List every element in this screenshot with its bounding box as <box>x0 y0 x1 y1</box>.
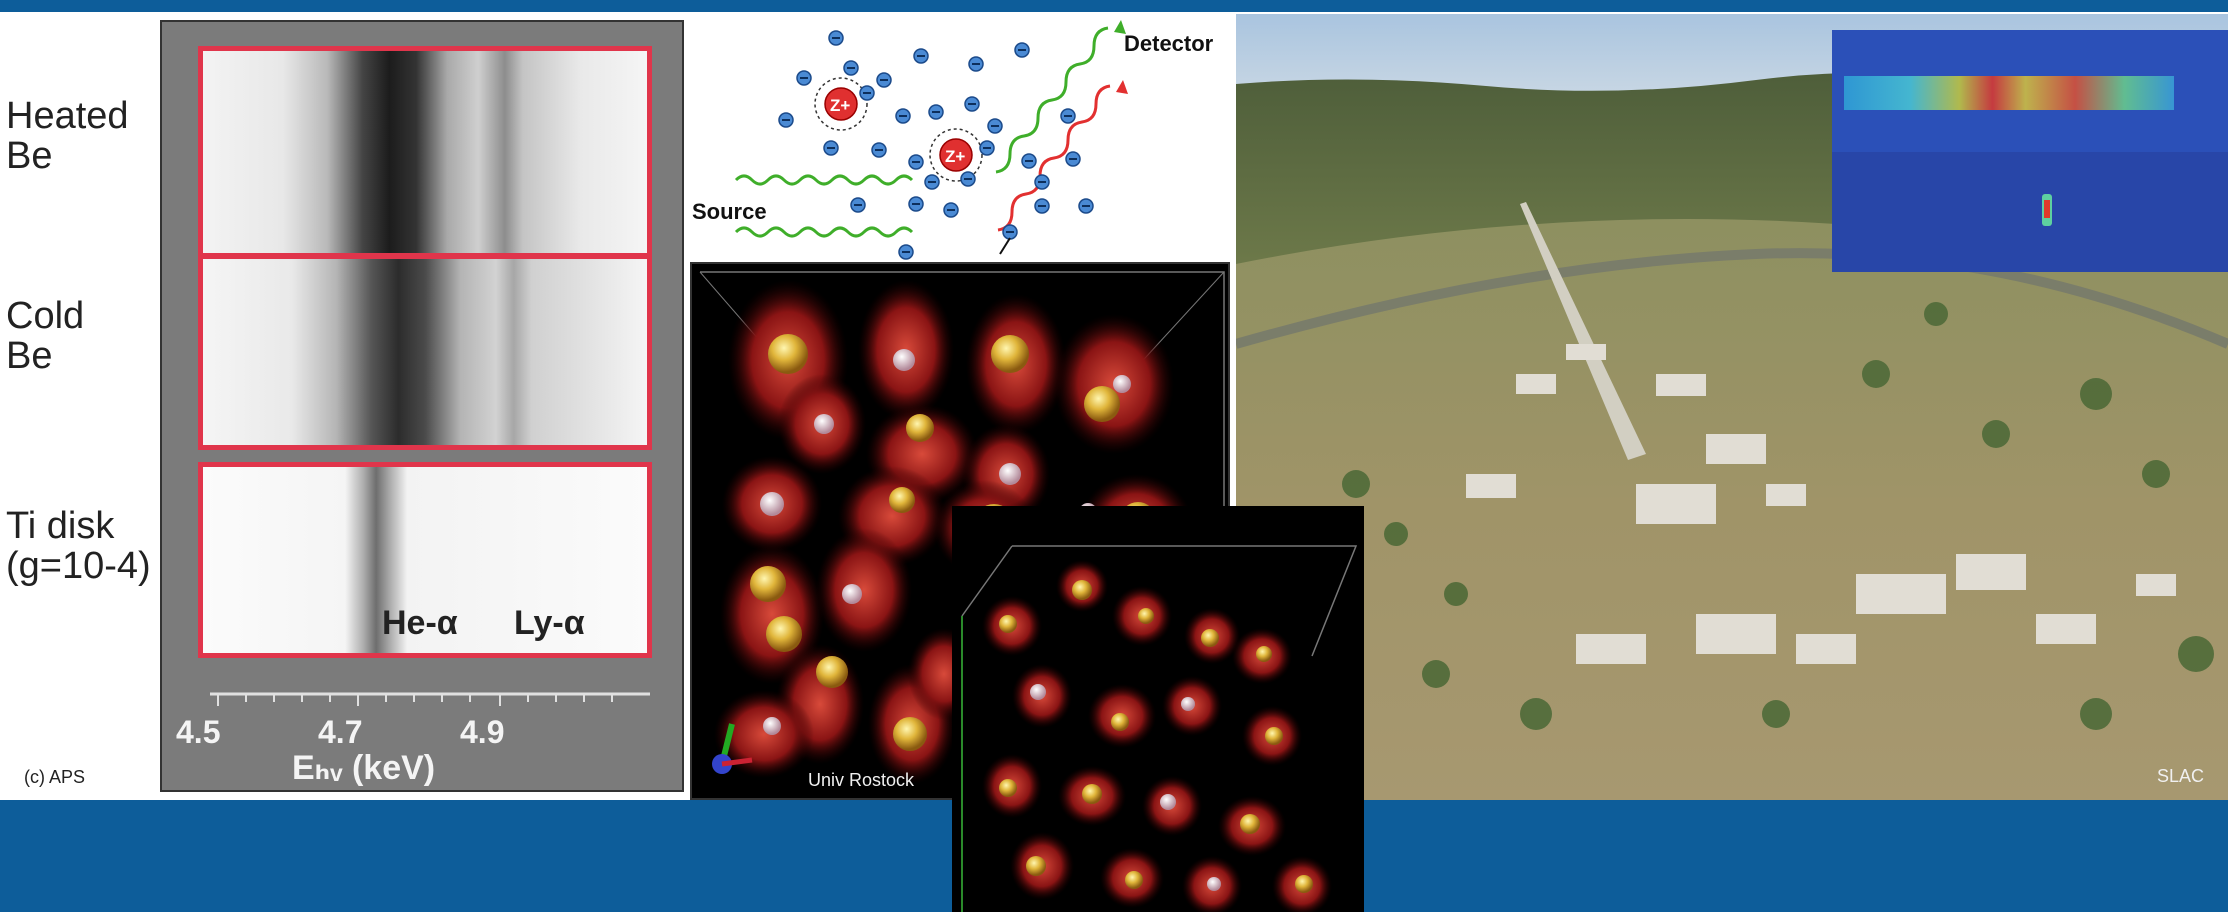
spectra-axis <box>210 692 650 706</box>
spectrum-frame-cold <box>198 254 652 450</box>
spectra-panel: He-α Ly-α 4.5 4.7 4.9 Eₕᵥ (keV) <box>160 20 684 792</box>
peak-label-ly-alpha: Ly-α <box>514 604 585 642</box>
detector-label: Detector <box>1124 31 1214 56</box>
scattered-wave-green-arrow <box>1114 20 1126 34</box>
spectrum-heated-image <box>203 51 647 253</box>
ion-2-label: Z+ <box>945 147 965 166</box>
incoming-wave-2 <box>734 226 914 238</box>
source-label: Source <box>692 199 767 224</box>
spectrum-ti-image <box>203 467 647 653</box>
spectrum-cold-image <box>203 259 647 445</box>
tick-label-4-7: 4.7 <box>318 714 363 750</box>
tick-label-4-5: 4.5 <box>176 714 221 750</box>
scattered-wave-red-arrow <box>1116 80 1128 94</box>
aps-credit: (c) APS <box>24 767 86 787</box>
row-label-ti-disk: Ti disk (g=10-4) <box>6 505 151 587</box>
scattered-wave-green <box>995 26 1109 174</box>
scattering-diagram: Z+ Z+ Source Detector <box>692 20 1214 260</box>
ion-1-label: Z+ <box>830 96 850 115</box>
spectrum-frame-heated <box>198 46 652 258</box>
ion-2 <box>939 138 973 172</box>
ion-1 <box>824 87 858 121</box>
incoming-wave-1 <box>734 174 914 186</box>
scattered-wave-red <box>997 84 1111 232</box>
simulation-render-2 <box>961 545 1358 912</box>
peak-label-he-alpha: He-α <box>382 604 458 642</box>
electron-cloud <box>778 30 1094 260</box>
simulation-panel-2 <box>952 506 1364 912</box>
simulation-panel-1: Univ Rostock <box>690 262 1230 800</box>
tick-label-4-9: 4.9 <box>460 714 505 750</box>
spectrum-frame-ti-disk <box>198 462 652 658</box>
row-label-heated-be: Heated Be <box>6 95 129 177</box>
top-banner <box>0 0 2228 12</box>
axis-label-energy: Eₕᵥ (keV) <box>292 749 436 787</box>
univ-rostock-credit: Univ Rostock <box>808 770 915 790</box>
row-label-cold-be: Cold Be <box>6 295 85 377</box>
slac-credit: SLAC <box>2156 766 2204 786</box>
detector-heatmap-inset <box>1832 30 2228 272</box>
detector-heatmap-image <box>1832 30 2228 272</box>
